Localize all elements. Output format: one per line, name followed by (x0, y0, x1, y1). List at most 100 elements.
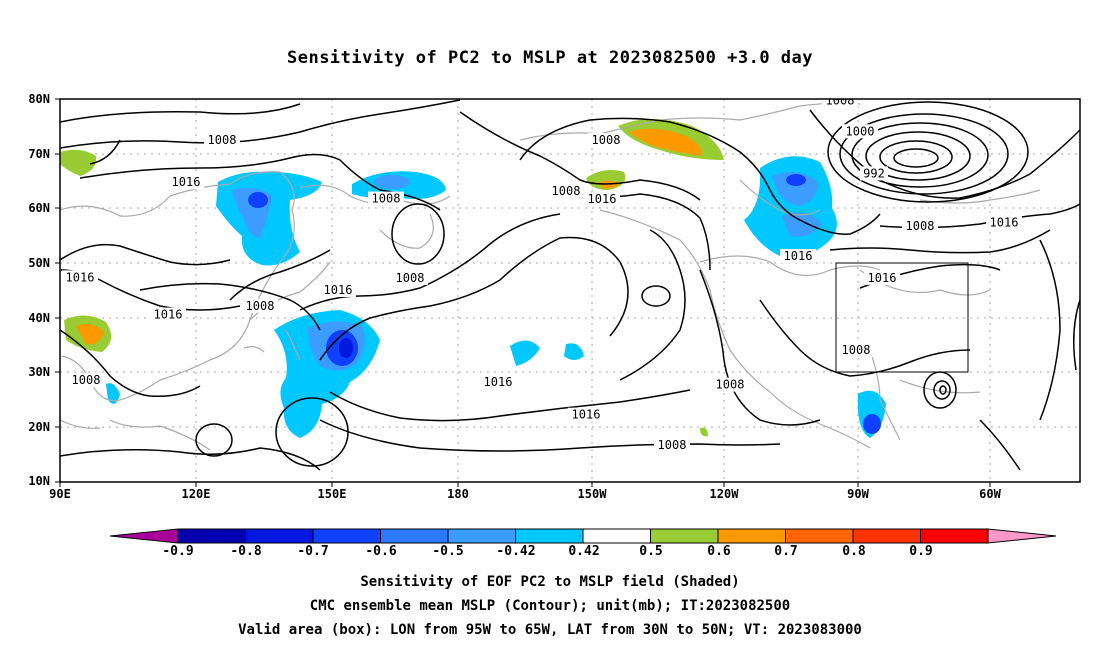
footer-line-1: Sensitivity of EOF PC2 to MSLP field (Sh… (360, 574, 740, 590)
contour-label-bg (204, 133, 240, 148)
colorbar-label-0: -0.9 (162, 544, 194, 559)
contour-label: 1008 (246, 299, 275, 313)
shaded-sensitivity (60, 119, 886, 438)
contour-label-bg (548, 183, 584, 198)
lat-label-80n: 80N (28, 92, 50, 106)
contour-label: 1008 (208, 133, 237, 147)
contour-labels: 1008 1016 1008 1008 1008 1016 1008 1000 992 1016 1… (62, 94, 1022, 452)
colorbar-arrow-left (109, 528, 179, 544)
lon-label-150e: 150E (317, 487, 347, 501)
contour-label-bg (864, 270, 900, 285)
lat-label-30n: 30N (28, 365, 50, 379)
colorbar-label-5: -0.42 (496, 544, 536, 559)
contour-label: 1008 (396, 271, 425, 285)
footer-line-2: CMC ensemble mean MSLP (Contour); unit(m… (309, 598, 791, 614)
blob-north-pacific-small (510, 340, 540, 366)
colorbar-label-9: 0.7 (774, 544, 798, 559)
colorbar-label-7: 0.5 (639, 544, 663, 559)
contour-label-bg (588, 133, 624, 148)
contour-label-bg (584, 192, 620, 207)
colorbar-label-3: -0.6 (365, 544, 397, 559)
colorbar-segment (650, 528, 719, 544)
lat-label-20n: 20N (28, 420, 50, 434)
colorbar-segment (785, 528, 854, 544)
contour-label-bg (150, 307, 186, 322)
contour-label-bg (68, 373, 104, 388)
lat-label-50n: 50N (28, 256, 50, 270)
contour-label-bg (712, 377, 748, 392)
contour-label-bg (168, 175, 204, 190)
colorbar-label-1: -0.8 (230, 544, 262, 559)
contour-label: 1008 (842, 343, 871, 357)
contour-label-bg (368, 191, 404, 206)
contour-label-bg (320, 282, 356, 297)
colorbar-segment (852, 528, 921, 544)
colorbar-label-4: -0.5 (432, 544, 464, 559)
lat-label-60n: 60N (28, 201, 50, 215)
contour-label: 992 (863, 166, 885, 180)
lon-label-120w: 120W (709, 487, 739, 501)
lat-label-70n: 70N (28, 147, 50, 161)
contour-label-bg (242, 298, 278, 313)
contour-label: 1016 (324, 283, 353, 297)
colorbar-segment (582, 528, 651, 544)
colorbar-segment (312, 528, 381, 544)
blob-india (106, 383, 120, 404)
contour-label: 1016 (784, 249, 813, 263)
contour-label: 1016 (172, 175, 201, 189)
contour-label: 1008 (906, 219, 935, 233)
contour-label-bg (480, 374, 516, 389)
contour-label: 1008 (716, 378, 745, 392)
map-title: Sensitivity of PC2 to MSLP at 2023082500… (286, 48, 813, 68)
colorbar-segment (447, 528, 516, 544)
contour-label: 1016 (154, 308, 183, 322)
contour-label-bg (568, 407, 604, 422)
lat-label-10n: 10N (28, 474, 50, 488)
contour-label: 1016 (990, 216, 1019, 230)
contour-label-bg (838, 343, 874, 358)
contour-label-bg (392, 270, 428, 285)
colorbar-label-6: 0.42 (568, 544, 600, 559)
contour-label-bg (780, 249, 816, 264)
valid-area-box (835, 262, 969, 373)
colorbar-label-8: 0.6 (707, 544, 731, 559)
lon-label-120e: 120E (181, 487, 211, 501)
contour-label-bg (860, 166, 888, 181)
contour-label: 1008 (658, 438, 687, 452)
contour-label: 1000 (846, 124, 875, 138)
contour-label-bg (986, 215, 1022, 230)
colorbar-segment (245, 528, 314, 544)
colorbar-label-10: 0.8 (842, 544, 866, 559)
colorbar-segment (717, 528, 786, 544)
contour-label: 1016 (588, 192, 617, 206)
colorbar-label-11: 0.9 (909, 544, 933, 559)
lon-label-90w: 90W (847, 487, 869, 501)
lon-label-150w: 150W (577, 487, 607, 501)
contour-label: 1008 (552, 184, 581, 198)
contour-label: 1008 (72, 373, 101, 387)
contour-label-bg (842, 124, 878, 139)
contour-label-bg (654, 437, 690, 452)
colorbar-segment (177, 528, 246, 544)
contour-label: 1016 (572, 408, 601, 422)
lat-label-40n: 40N (28, 311, 50, 325)
contour-label-bg (822, 99, 858, 108)
colorbar-segment (515, 528, 584, 544)
colorbar-segment (380, 528, 449, 544)
lon-label-180: 180 (447, 487, 469, 501)
contour-label: 1016 (868, 271, 897, 285)
contour-label: 1008 (592, 133, 621, 147)
colorbar-arrow-right (987, 528, 1057, 544)
contour-label: 1016 (484, 375, 513, 389)
lon-label-90e: 90E (49, 487, 71, 501)
contour-label-bg (902, 218, 938, 233)
contour-label: 1008 (826, 94, 855, 108)
colorbar-segment (920, 528, 989, 544)
contour-label-bg (62, 270, 98, 285)
colorbar-label-2: -0.7 (297, 544, 329, 559)
contour-label: 1016 (66, 270, 95, 284)
contour-label: 1008 (372, 192, 401, 206)
footer-line-3: Valid area (box): LON from 95W to 65W, L… (238, 622, 862, 638)
